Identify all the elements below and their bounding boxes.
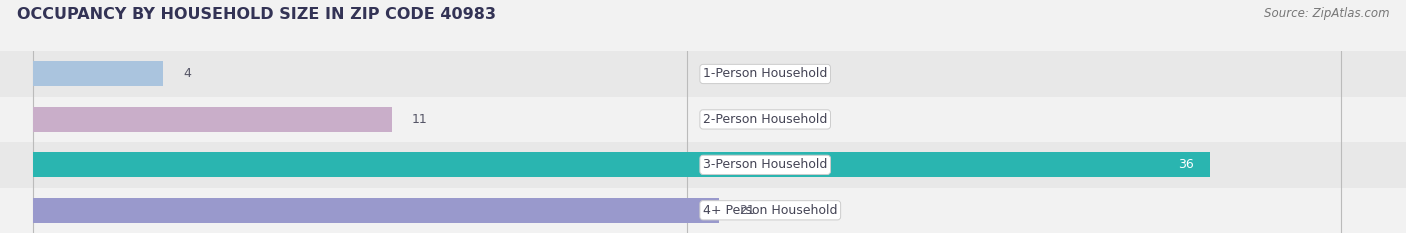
Bar — [0, 188, 1406, 233]
Text: 4: 4 — [183, 68, 191, 80]
Text: 21: 21 — [740, 204, 755, 217]
Bar — [0, 142, 1406, 188]
Text: Source: ZipAtlas.com: Source: ZipAtlas.com — [1264, 7, 1389, 20]
Text: 11: 11 — [412, 113, 427, 126]
Bar — [0, 51, 1406, 97]
Text: 1-Person Household: 1-Person Household — [703, 68, 827, 80]
Text: 36: 36 — [1178, 158, 1194, 171]
Bar — [32, 198, 720, 223]
Bar — [32, 152, 1209, 177]
Text: 2-Person Household: 2-Person Household — [703, 113, 827, 126]
Bar — [32, 62, 163, 86]
Text: OCCUPANCY BY HOUSEHOLD SIZE IN ZIP CODE 40983: OCCUPANCY BY HOUSEHOLD SIZE IN ZIP CODE … — [17, 7, 496, 22]
Bar — [32, 107, 392, 132]
Text: 4+ Person Household: 4+ Person Household — [703, 204, 838, 217]
Text: 3-Person Household: 3-Person Household — [703, 158, 827, 171]
Bar — [0, 97, 1406, 142]
